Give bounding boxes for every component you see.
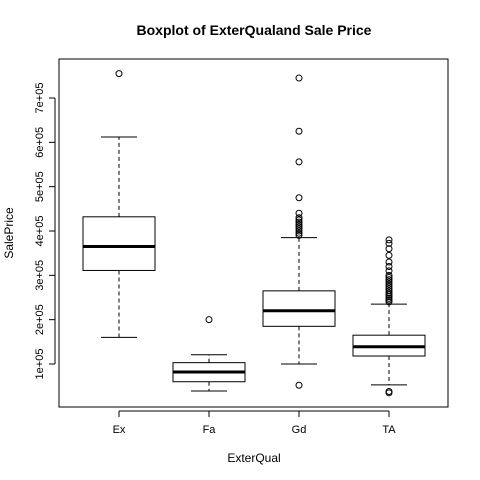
outlier-point [296, 75, 302, 81]
outlier-point [386, 252, 392, 258]
outlier-point [296, 210, 302, 216]
box-ex [83, 71, 155, 338]
y-tick-label: 6e+05 [34, 127, 46, 158]
x-axis: Ex Fa Gd TA [113, 411, 397, 436]
box-ta [353, 237, 425, 396]
y-axis: 1e+05 2e+05 3e+05 4e+05 5e+05 6e+05 7e+05 [34, 83, 55, 380]
boxes [83, 71, 425, 396]
y-tick-label: 2e+05 [34, 304, 46, 335]
outlier-point [206, 317, 212, 323]
outlier-point [296, 382, 302, 388]
outlier-point [296, 128, 302, 134]
x-tick-label: Fa [203, 424, 217, 436]
outlier-point [296, 159, 302, 165]
outlier-point [386, 259, 392, 265]
box-gd [263, 75, 335, 388]
y-axis-label: SalePrice [2, 207, 16, 259]
outlier-point [296, 195, 302, 201]
box-fa [173, 317, 245, 391]
x-tick-label: Ex [113, 424, 126, 436]
iqr-box [263, 291, 335, 326]
outlier-point [116, 71, 122, 77]
y-tick-label: 1e+05 [34, 349, 46, 380]
x-tick-label: TA [382, 424, 396, 436]
iqr-box [83, 217, 155, 271]
y-tick-label: 7e+05 [34, 83, 46, 114]
outlier-point [386, 237, 392, 243]
y-tick-label: 4e+05 [34, 216, 46, 247]
chart-title: Boxplot of ExterQualand Sale Price [137, 22, 372, 38]
y-tick-label: 3e+05 [34, 260, 46, 291]
x-tick-label: Gd [292, 424, 307, 436]
y-tick-label: 5e+05 [34, 171, 46, 202]
x-axis-label: ExterQual [227, 451, 280, 465]
